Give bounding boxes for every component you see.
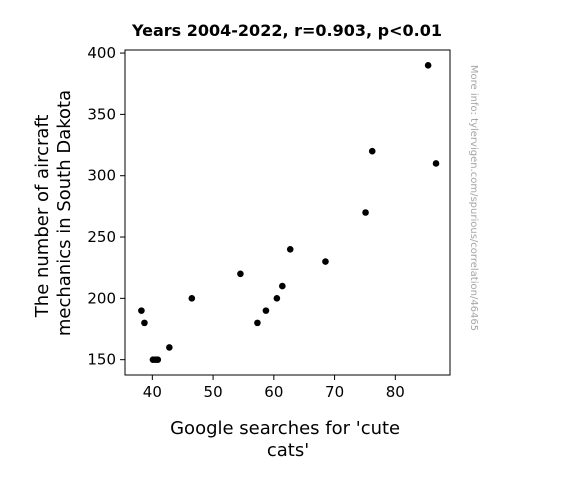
x-axis-label: Google searches for 'cute cats'	[170, 418, 406, 461]
data-points	[138, 62, 440, 363]
plot-frame	[124, 49, 451, 376]
data-point	[362, 209, 369, 216]
data-point	[273, 295, 281, 302]
y-tick-label: 350	[87, 105, 116, 123]
x-tick-label: 50	[204, 383, 223, 401]
data-point	[237, 270, 244, 278]
y-tick-label: 300	[87, 167, 116, 185]
data-point	[166, 344, 173, 351]
data-point	[138, 307, 145, 314]
x-axis: 40 50 60 70 80	[143, 375, 405, 401]
y-axis-label-line-2: mechanics in South Dakota	[54, 90, 75, 336]
y-axis: 150 200 250 300 350 400	[87, 44, 125, 369]
data-point	[279, 282, 286, 290]
data-point	[254, 319, 261, 327]
data-point	[424, 62, 432, 69]
y-tick-label: 400	[87, 44, 116, 62]
data-point	[432, 160, 440, 167]
source-note: More info: tylervigen.com/spurious/corre…	[468, 65, 479, 331]
data-point	[154, 356, 162, 363]
x-tick-label: 70	[325, 383, 344, 401]
plot-area: 40 50 60 70 80 150 200 250 300 350 400	[87, 44, 451, 401]
y-tick-label: 200	[87, 289, 116, 307]
data-point	[262, 307, 270, 314]
data-point	[141, 319, 148, 327]
x-tick-label: 80	[386, 383, 405, 401]
data-point	[188, 295, 196, 302]
data-point	[368, 147, 376, 155]
y-tick-label: 250	[87, 228, 116, 246]
data-point	[286, 245, 294, 253]
y-axis-label: The number of aircraft mechanics in Sout…	[32, 90, 75, 336]
x-tick-label: 40	[143, 383, 162, 401]
x-axis-label-line-1: Google searches for 'cute	[170, 418, 400, 439]
y-axis-label-line-1: The number of aircraft	[32, 115, 53, 319]
chart-title: Years 2004-2022, r=0.903, p<0.01	[131, 21, 442, 40]
x-tick-label: 60	[264, 383, 283, 401]
data-point	[322, 258, 329, 265]
y-tick-label: 150	[87, 351, 116, 369]
x-axis-label-line-2: cats'	[267, 440, 309, 461]
